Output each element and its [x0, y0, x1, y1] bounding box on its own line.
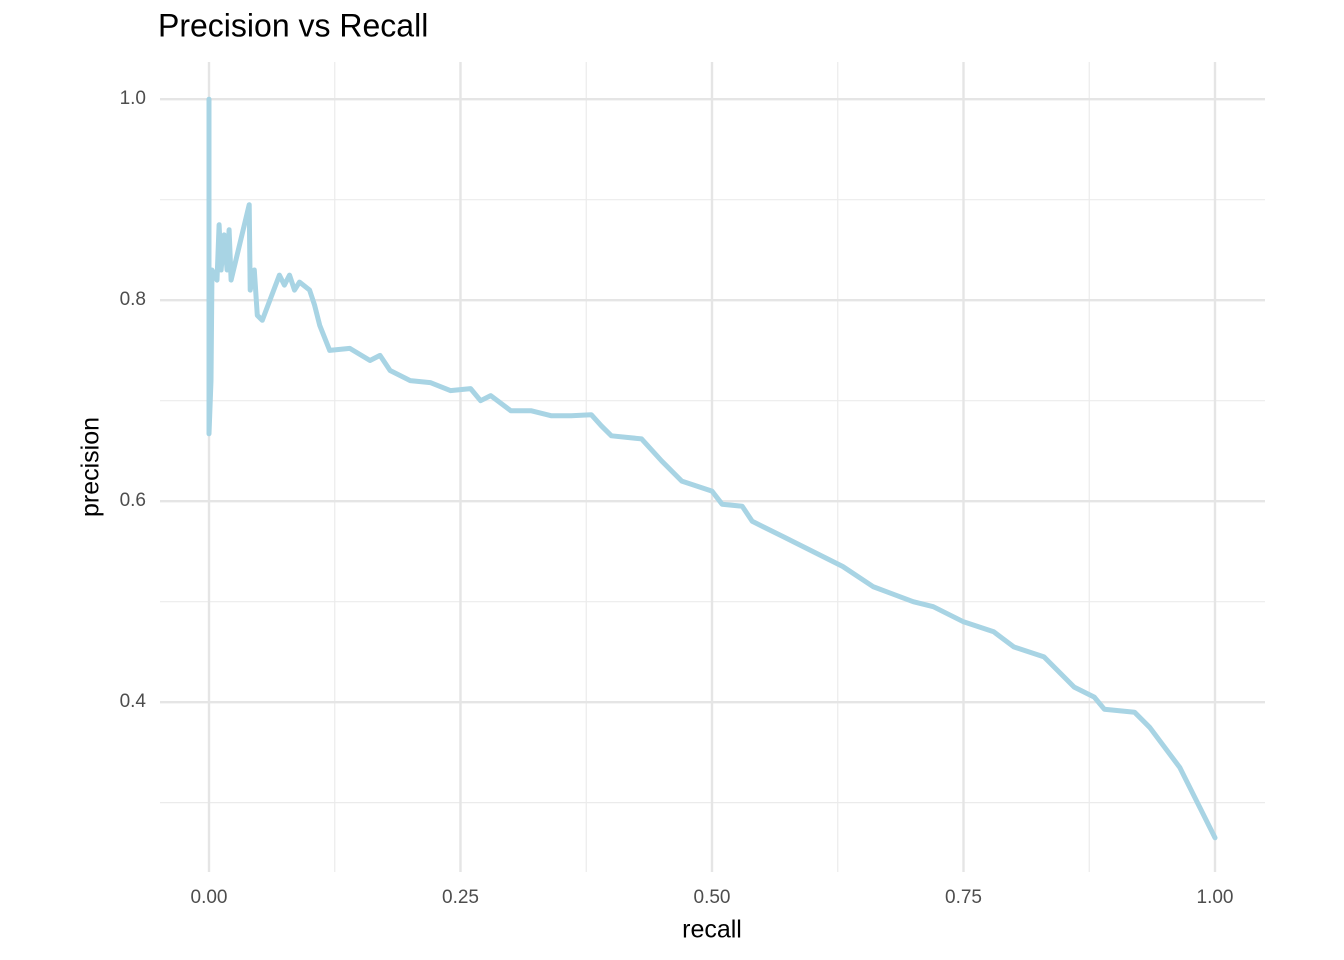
- y-tick-label: 0.4: [120, 691, 147, 712]
- line: [206, 96, 1218, 841]
- x-axis-label: recall: [682, 916, 742, 944]
- x-tick-label: 1.00: [1197, 887, 1234, 908]
- x-tick-label: 0.75: [945, 887, 982, 908]
- chart-title: Precision vs Recall: [158, 7, 428, 43]
- x-tick-label: 0.00: [191, 887, 228, 908]
- y-tick-label: 1.0: [120, 88, 146, 109]
- x-tick-label: 0.50: [694, 887, 731, 908]
- y-tick-label: 0.8: [120, 289, 146, 310]
- y-tick-label: 0.6: [120, 490, 146, 511]
- x-tick-label: 0.25: [442, 887, 479, 908]
- y-axis-label: precision: [77, 417, 105, 517]
